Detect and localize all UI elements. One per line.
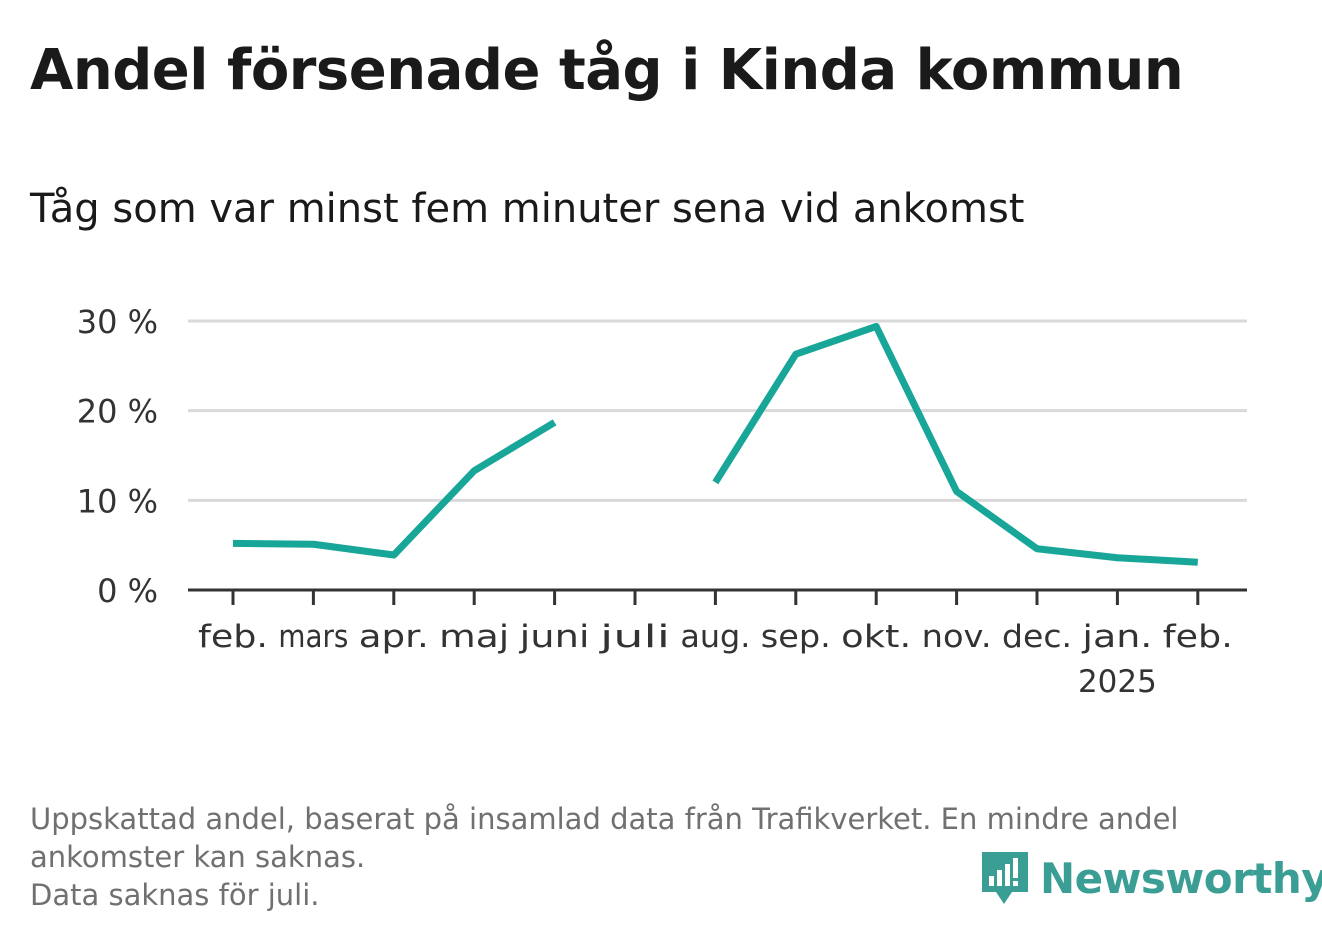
x-tick-label: mars: [278, 619, 348, 655]
chart-title: Andel försenade tåg i Kinda kommun: [30, 38, 1184, 103]
series-line-segment: [712, 322, 1198, 566]
footnote-line-2: ankomster kan saknas.: [30, 840, 366, 874]
x-tick-label: nov.: [922, 619, 992, 655]
x-tick-label: feb.: [198, 619, 268, 655]
footnote-line-1: Uppskattad andel, baserat på insamlad da…: [30, 802, 1179, 836]
x-tick-label: apr.: [359, 619, 429, 655]
x-tick-label: juni: [518, 619, 589, 655]
x-tick-label: juli: [598, 619, 670, 655]
footnote: Uppskattad andel, baserat på insamlad da…: [30, 800, 1280, 914]
y-tick-label: 10 %: [77, 482, 158, 520]
y-tick-label: 20 %: [77, 393, 158, 431]
logo-text: Newsworthy: [1040, 853, 1322, 903]
chart-subtitle: Tåg som var minst fem minuter sena vid a…: [30, 186, 1025, 232]
bar-chart-speech-icon: [982, 852, 1028, 904]
x-tick-label: jan.: [1081, 619, 1152, 655]
x-tick-sublabel: 2025: [1078, 664, 1157, 700]
x-tick-label: aug.: [680, 619, 750, 655]
x-tick-label: sep.: [761, 619, 831, 655]
x-tick-label: feb.: [1163, 619, 1233, 655]
footnote-line-3: Data saknas för juli.: [30, 878, 320, 912]
x-tick-label: maj: [439, 619, 509, 655]
x-tick-label: dec.: [1002, 619, 1072, 655]
line-chart: 0 % 10 % 20 % 30 % feb. mars apr. maj juni juli a…: [77, 303, 1247, 700]
y-tick-label: 0 %: [97, 572, 158, 610]
newsworthy-logo: Newsworthy: [980, 848, 1322, 908]
y-tick-label: 30 %: [77, 303, 158, 341]
series-line-segment: [232, 419, 557, 559]
x-tick-label: okt.: [841, 619, 911, 655]
